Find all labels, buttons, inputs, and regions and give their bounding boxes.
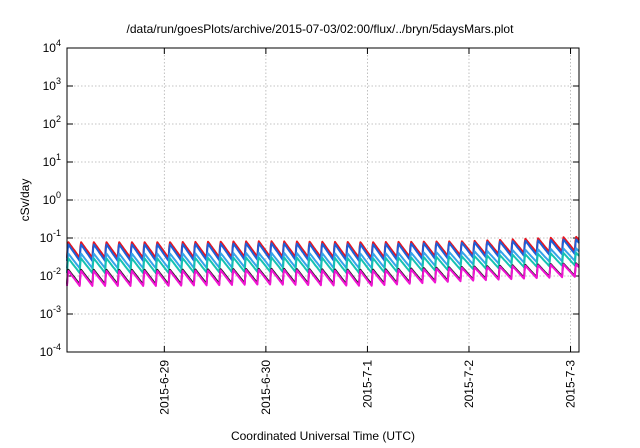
y-tick-label: 10-2 [40, 266, 61, 283]
x-tick-label: 2015-6-29 [157, 360, 171, 415]
y-tick-label: 10-4 [40, 342, 61, 359]
y-axis-label: cSv/day [18, 178, 32, 222]
series-line [66, 263, 580, 287]
y-tick-label: 10-3 [40, 304, 61, 321]
y-tick-label: 103 [43, 76, 61, 93]
x-tick-label: 2015-6-30 [259, 360, 273, 415]
series-line [66, 247, 580, 270]
x-tick-label: 2015-7-3 [564, 360, 578, 408]
y-tick-label: 104 [43, 38, 61, 55]
chart-title: /data/run/goesPlots/archive/2015-07-03/0… [126, 22, 514, 36]
y-tick-label: 102 [43, 114, 61, 131]
y-tick-label: 101 [43, 152, 61, 169]
y-tick-label: 10-1 [40, 228, 61, 245]
y-tick-label: 100 [43, 190, 61, 207]
x-axis-label: Coordinated Universal Time (UTC) [230, 429, 416, 443]
x-tick-label: 2015-7-2 [462, 360, 476, 408]
series-line [66, 251, 580, 274]
x-tick-label: 2015-7-1 [360, 360, 374, 408]
plot-frame [66, 47, 580, 353]
series-line [66, 238, 580, 262]
series-line [66, 235, 580, 259]
